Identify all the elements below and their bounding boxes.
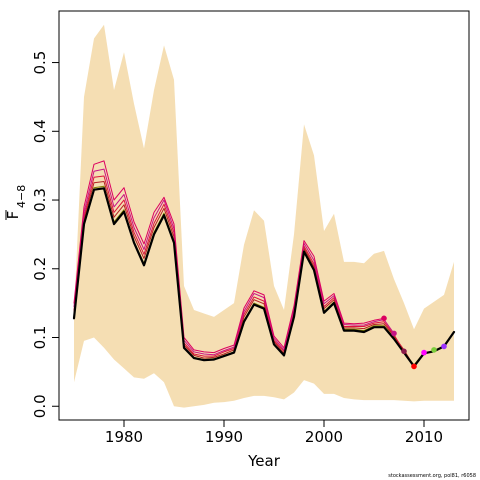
series-line-peel-3	[73, 175, 405, 357]
series-line-peel-4	[73, 168, 395, 356]
endpoint-marker-1	[391, 330, 397, 337]
x-tick-label: 1990	[205, 428, 243, 446]
y-axis: 0.0 0.1 0.2 0.3 0.4 0.5	[31, 51, 60, 418]
endpoint-marker-4	[421, 349, 427, 356]
x-tick-label: 1980	[105, 428, 143, 446]
endpoint-marker-5	[431, 347, 437, 353]
footer-credit: stockassessment.org, pol81, r6058	[388, 473, 476, 479]
endpoint-marker-3	[411, 363, 417, 370]
series-line-main	[72, 187, 456, 368]
y-axis-title-main: F	[4, 211, 22, 220]
x-tick-label: 2010	[405, 428, 443, 446]
x-axis-title: Year	[247, 452, 281, 470]
endpoint-marker-6	[441, 343, 447, 350]
y-tick-label: 0.2	[31, 257, 49, 281]
x-tick-label: 2000	[305, 428, 343, 446]
endpoint-marker-0	[381, 315, 387, 322]
series-line-peel-2	[73, 181, 415, 367]
y-tick-label: 0.3	[31, 188, 49, 212]
y-axis-title-subscript: 4−8	[15, 185, 28, 208]
series-line-peel-5	[73, 160, 385, 354]
x-axis: 1980 1990 2000 2010	[105, 419, 443, 446]
y-tick-label: 0.1	[31, 326, 49, 350]
confidence-band	[74, 24, 454, 408]
y-tick-label: 0.5	[31, 51, 49, 75]
y-axis-title: F 4−8	[4, 185, 28, 220]
endpoint-marker-2	[401, 348, 407, 355]
y-tick-label: 0.4	[31, 119, 49, 143]
plot-area	[72, 24, 456, 408]
y-tick-label: 0.0	[31, 394, 49, 418]
